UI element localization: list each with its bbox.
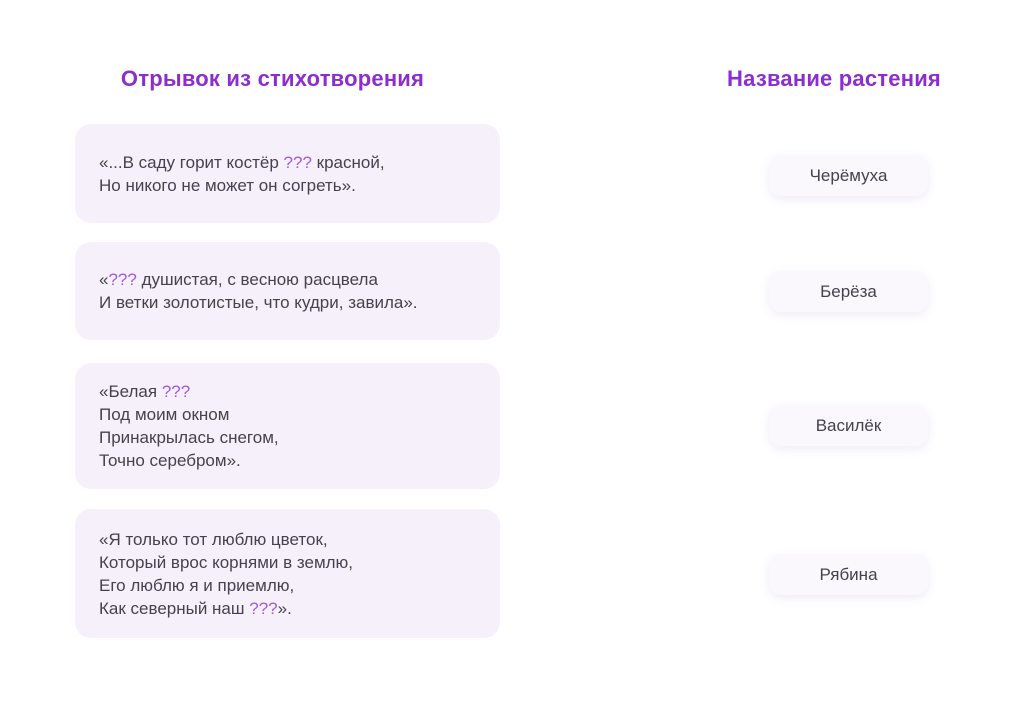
poem-line: Как северный наш ???».	[99, 598, 292, 618]
placeholder-token: ???	[283, 152, 312, 172]
poem-line: «Я только тот люблю цветок,	[99, 529, 328, 549]
poem-line: Его люблю я и приемлю,	[99, 575, 295, 595]
poem-line: Точно серебром».	[99, 451, 241, 470]
answer-card-3[interactable]: Василёк	[769, 405, 928, 446]
poem-card-4[interactable]: «Я только тот люблю цветок, Который врос …	[75, 509, 500, 638]
answer-label: Василёк	[815, 415, 882, 435]
answer-label: Черёмуха	[809, 165, 888, 185]
poem-card-3[interactable]: «Белая ??? Под моим окном Принакрылась сне…	[75, 363, 500, 489]
poem-line: «??? душистая, с весною расцвела	[99, 270, 378, 289]
poem-column-title: Отрывок из стихотворения	[120, 66, 425, 91]
poem-line: «...В саду горит костёр ??? красной,	[99, 152, 385, 172]
poem-card-2[interactable]: «??? душистая, с весною расцвела И ветки …	[75, 242, 500, 340]
poem-card-1[interactable]: «...В саду горит костёр ??? красной, Но н…	[75, 124, 500, 223]
poem-line: И ветки золотистые, что кудри, завила».	[99, 293, 418, 312]
poem-line: «Белая ???	[99, 382, 191, 401]
placeholder-token: ???	[108, 270, 137, 289]
poem-line: Но никого не может он согреть».	[99, 175, 356, 195]
plant-column-title: Название растения	[727, 66, 941, 91]
answer-card-4[interactable]: Рябина	[769, 554, 928, 595]
answer-label: Берёза	[820, 281, 877, 301]
poem-line: Принакрылась снегом,	[99, 428, 279, 447]
answer-card-2[interactable]: Берёза	[769, 271, 928, 312]
answer-card-1[interactable]: Черёмуха	[769, 155, 928, 196]
poem-line: Под моим окном	[99, 405, 230, 424]
answer-label: Рябина	[819, 564, 878, 584]
placeholder-token: ???	[249, 598, 278, 618]
poem-line: Который врос корнями в землю,	[99, 552, 354, 572]
placeholder-token: ???	[161, 382, 191, 401]
